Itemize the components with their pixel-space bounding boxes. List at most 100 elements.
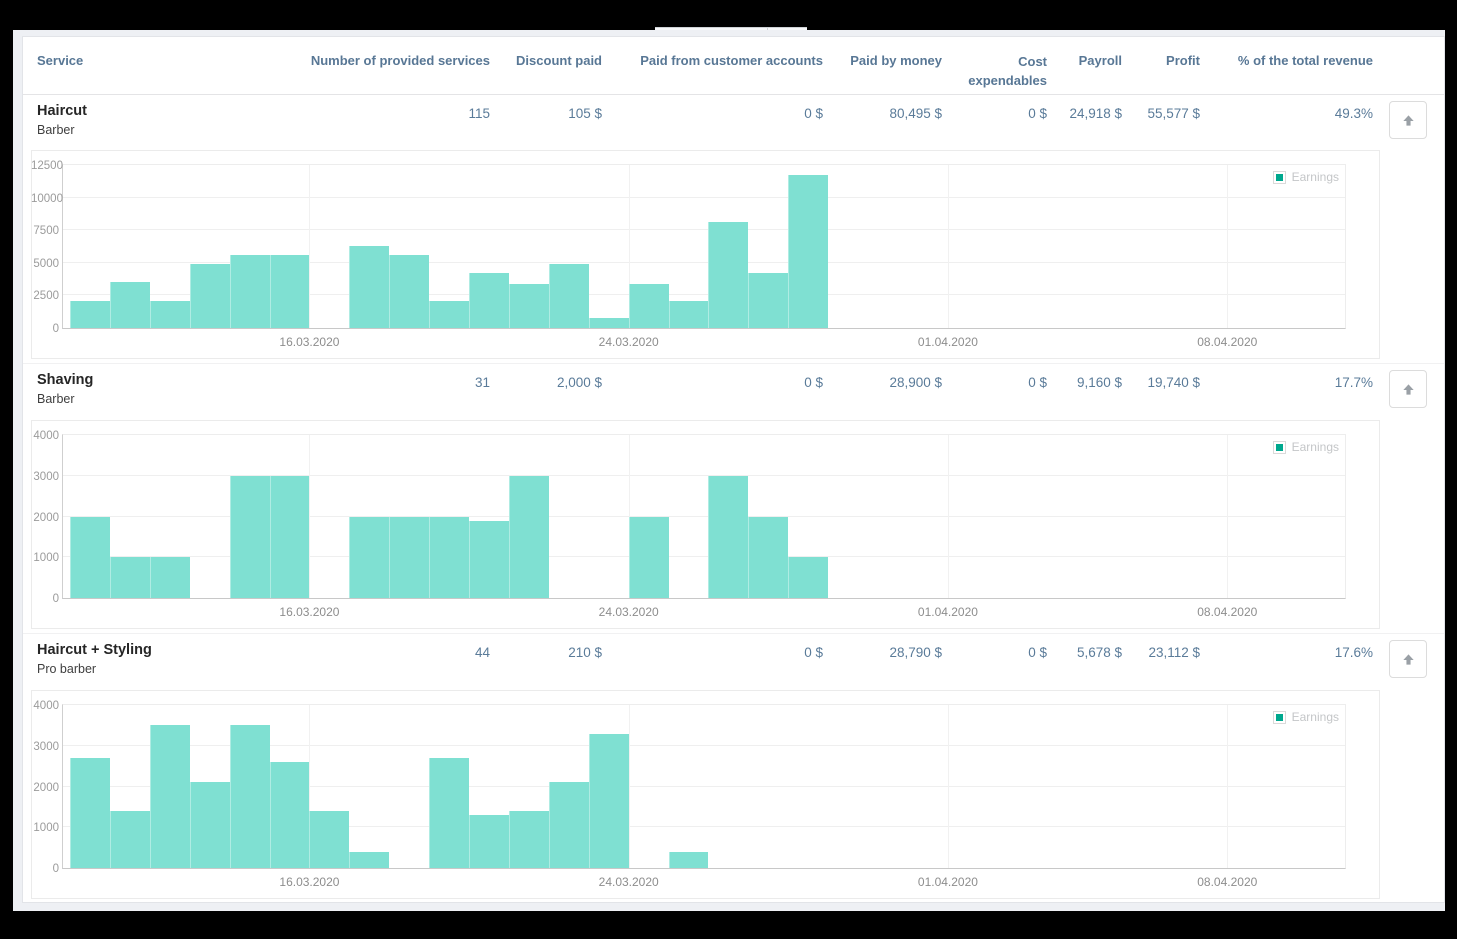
y-tick-label: 10000	[31, 192, 63, 205]
chart-legend[interactable]: Earnings	[1273, 440, 1339, 454]
col-header-paid-from-accounts-label: Paid from customer accounts	[640, 53, 823, 68]
y-tick-label: 7500	[33, 225, 59, 238]
paid-by-money-value: 28,790 $	[889, 645, 942, 660]
scroll-to-top-button[interactable]	[1389, 370, 1427, 408]
row-actions	[1373, 95, 1444, 149]
y-tick-label: 2000	[33, 511, 59, 524]
col-header-service: Service	[37, 53, 84, 68]
earnings-bar	[269, 475, 310, 598]
col-header-actions	[1373, 37, 1444, 94]
row-actions	[1373, 364, 1444, 419]
x-tick-label: 16.03.2020	[279, 335, 340, 349]
cost-expendables-value: 0 $	[1028, 375, 1047, 390]
table-row-shaving: Shaving Barber 31 2,000 $ 0 $ 28,900 $ 0…	[23, 363, 1444, 419]
x-tick-label: 08.04.2020	[1197, 875, 1258, 889]
table-row-haircut-styling: Haircut + Styling Pro barber 44 210 $ 0 …	[23, 633, 1444, 689]
service-cell: Haircut Barber	[23, 95, 348, 149]
earnings-bar	[109, 282, 150, 328]
service-name: Haircut	[37, 103, 87, 119]
row-actions	[1373, 634, 1444, 689]
y-gridline	[63, 261, 1345, 263]
earnings-bar	[708, 222, 749, 328]
scroll-to-top-button[interactable]	[1389, 640, 1427, 678]
y-gridline	[63, 785, 1345, 787]
discount-value: 2,000 $	[556, 375, 602, 390]
y-tick-label: 12500	[31, 160, 63, 172]
payroll-value: 9,160 $	[1076, 375, 1122, 390]
earnings-chart-shaving: Earnings 0 1000 2000 3000 4000 16.03.2020 24.0…	[31, 420, 1380, 629]
scroll-to-top-button[interactable]	[1389, 101, 1427, 139]
earnings-bar	[229, 475, 270, 598]
col-header-profit-label: Profit	[1166, 53, 1200, 68]
col-header-payroll-label: Payroll	[1078, 53, 1122, 68]
x-tick-label: 08.04.2020	[1197, 605, 1258, 619]
earnings-bar	[69, 300, 110, 328]
y-tick-label: 0	[52, 593, 59, 605]
paid-by-money-value: 80,495 $	[889, 106, 942, 121]
revenue-pct-value: 17.7%	[1334, 375, 1373, 390]
earnings-bar	[708, 475, 749, 598]
paid-from-accounts-value: 0 $	[804, 375, 823, 390]
x-tick-label: 08.04.2020	[1197, 335, 1258, 349]
legend-label: Earnings	[1291, 440, 1339, 454]
cost-expendables-value: 0 $	[1028, 645, 1047, 660]
col-header-profit: Profit	[1122, 37, 1200, 94]
earnings-bar	[269, 762, 310, 868]
earnings-bar	[109, 810, 150, 868]
y-gridline	[63, 229, 1345, 231]
earnings-chart-haircut-styling: Earnings 0 1000 2000 3000 4000 16.03.2020 24.0…	[31, 690, 1380, 899]
earnings-bar	[429, 300, 470, 328]
col-header-paid-by-money-label: Paid by money	[850, 53, 942, 68]
earnings-bar	[508, 810, 549, 868]
x-tick-label: 16.03.2020	[279, 605, 340, 619]
x-tick-label: 24.03.2020	[598, 605, 659, 619]
col-header-discount-label: Discount paid	[516, 53, 602, 68]
earnings-bar	[668, 851, 709, 868]
service-staff: Pro barber	[37, 662, 97, 676]
earnings-bar	[548, 264, 589, 328]
y-gridline	[63, 826, 1345, 828]
profit-value: 23,112 $	[1148, 645, 1200, 660]
legend-label: Earnings	[1291, 170, 1339, 184]
payroll-value: 24,918 $	[1069, 106, 1122, 121]
col-header-cost-expendables: Cost expendables	[968, 54, 1047, 88]
earnings-bar	[149, 300, 190, 328]
col-header-count: Number of provided services	[311, 37, 490, 94]
col-header-discount: Discount paid	[490, 37, 602, 94]
earnings-chart-section-shaving: Earnings 0 1000 2000 3000 4000 16.03.2020 24.0…	[23, 419, 1444, 633]
y-gridline	[63, 744, 1345, 746]
cost-expendables-value: 0 $	[1028, 106, 1047, 121]
earnings-bar	[189, 782, 230, 868]
x-gridline	[1227, 705, 1229, 868]
earnings-legend-swatch-icon	[1273, 441, 1285, 453]
y-tick-label: 4000	[33, 430, 59, 442]
col-header-paid-by-money: Paid by money	[823, 37, 942, 94]
y-gridline	[63, 196, 1345, 198]
earnings-bar	[469, 815, 509, 868]
earnings-bar	[748, 516, 789, 598]
earnings-bar	[668, 300, 709, 328]
y-tick-label: 5000	[33, 257, 59, 270]
y-tick-label: 4000	[33, 700, 59, 712]
payroll-value: 5,678 $	[1076, 645, 1122, 660]
chart-plot-area: Earnings 0 1000 2000 3000 4000 16.03.2020 24.0…	[33, 700, 1346, 889]
services-report-card: Service Number of provided services Disc…	[22, 36, 1445, 903]
x-gridline	[628, 165, 630, 328]
legend-label: Earnings	[1291, 710, 1339, 724]
service-staff: Barber	[37, 123, 75, 137]
earnings-bar	[588, 733, 629, 868]
earnings-chart-haircut: Earnings 0 2500 5000 7500 10000 12500 16.03.20…	[31, 150, 1380, 359]
discount-value: 210 $	[568, 645, 602, 660]
chart-legend[interactable]: Earnings	[1273, 710, 1339, 724]
paid-by-money-value: 28,900 $	[889, 375, 942, 390]
revenue-pct-value: 17.6%	[1334, 645, 1373, 660]
popup-edge-segment	[655, 28, 768, 30]
earnings-legend-swatch-icon	[1273, 711, 1285, 723]
chart-legend[interactable]: Earnings	[1273, 170, 1339, 184]
col-header-payroll: Payroll	[1047, 37, 1122, 94]
page-background: Service Number of provided services Disc…	[13, 30, 1445, 911]
paid-from-accounts-value: 0 $	[804, 106, 823, 121]
earnings-bar	[748, 273, 789, 328]
x-tick-label: 24.03.2020	[598, 875, 659, 889]
